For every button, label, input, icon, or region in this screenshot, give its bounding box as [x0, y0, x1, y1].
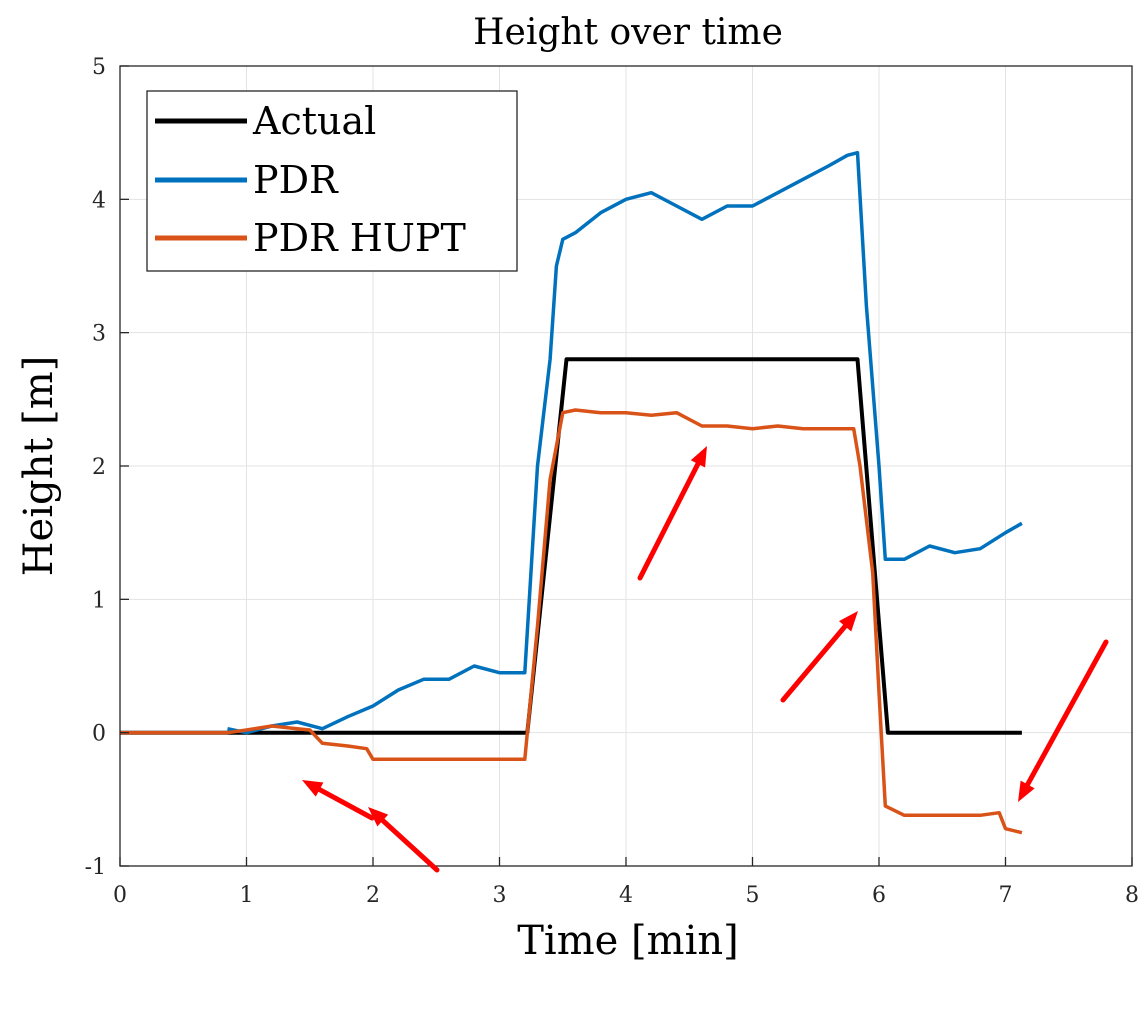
- annotation-arrow: [637, 461, 701, 581]
- y-tick-label: 5: [92, 55, 106, 80]
- annotation-arrowhead: [1018, 780, 1035, 802]
- x-tick-label: 7: [999, 883, 1013, 908]
- x-tick-label: 5: [746, 883, 760, 908]
- series-line-actual: [120, 357, 1022, 735]
- annotation-arrowhead: [690, 446, 707, 468]
- annotation-arrow: [780, 623, 848, 703]
- x-tick-label: 6: [872, 883, 886, 908]
- x-tick-label: 2: [366, 883, 380, 908]
- annotation-arrow: [317, 787, 375, 821]
- x-tick-label: 4: [619, 883, 633, 908]
- y-tick-label: 0: [92, 722, 106, 747]
- x-tick-label: 1: [240, 883, 254, 908]
- y-tick-label: 3: [92, 322, 106, 347]
- legend-label-pdr-hupt: PDR HUPT: [253, 216, 466, 260]
- y-tick-label: 4: [92, 188, 106, 213]
- ticks: 0 1 2 3 4 5 6 7 8 -1 0 1 2 3 4 5: [85, 55, 1139, 908]
- legend: Actual PDR PDR HUPT: [146, 90, 518, 272]
- y-axis-label: Height [m]: [16, 356, 62, 577]
- annotation-arrows: [302, 446, 1109, 873]
- series-layer: [120, 150, 1023, 835]
- x-tick-label: 0: [113, 883, 127, 908]
- x-tick-label: 8: [1125, 883, 1139, 908]
- legend-label-pdr: PDR: [253, 158, 339, 202]
- annotation-arrow: [1025, 639, 1109, 787]
- chart-title: Height over time: [473, 12, 783, 53]
- series-line-pdr: [227, 150, 1023, 735]
- series-line-pdr-hupt: [120, 408, 1023, 835]
- annotation-arrowhead: [838, 611, 858, 632]
- y-tick-label: -1: [85, 855, 106, 880]
- x-axis-label: Time [min]: [517, 918, 738, 964]
- y-tick-label: 2: [92, 455, 106, 480]
- annotation-arrow: [380, 817, 440, 873]
- annotation-arrowhead: [302, 780, 324, 797]
- legend-label-actual: Actual: [252, 99, 376, 143]
- x-tick-label: 3: [493, 883, 507, 908]
- annotation-arrowhead: [368, 807, 389, 827]
- y-tick-label: 1: [92, 588, 106, 613]
